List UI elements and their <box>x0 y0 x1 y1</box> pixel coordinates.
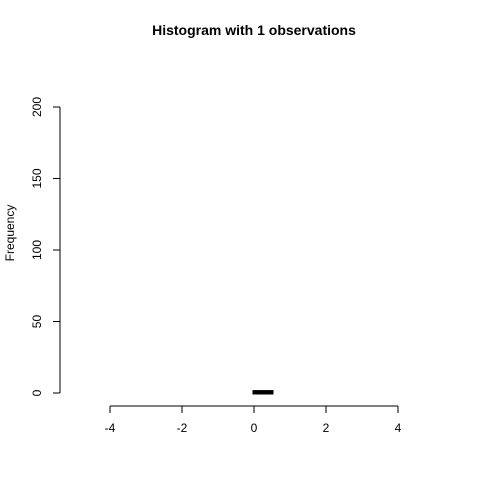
histogram-bar <box>252 390 274 395</box>
y-tick-label: 50 <box>30 315 44 329</box>
x-tick-label: 0 <box>251 421 258 435</box>
y-tick-label: 150 <box>30 168 44 188</box>
x-tick-label: -2 <box>177 421 188 435</box>
x-tick-label: 4 <box>395 421 402 435</box>
x-axis: -4 -2 0 2 4 <box>105 405 402 435</box>
y-tick-label: 200 <box>30 97 44 117</box>
y-tick-label: 0 <box>30 389 44 396</box>
x-tick-label: -4 <box>105 421 116 435</box>
y-axis-label: Frequency <box>3 205 17 262</box>
x-tick-label: 2 <box>323 421 330 435</box>
y-axis: 0 50 100 150 200 <box>30 97 61 396</box>
chart-title: Histogram with 1 observations <box>152 22 356 38</box>
histogram-bars <box>252 390 274 395</box>
y-tick-label: 100 <box>30 240 44 260</box>
